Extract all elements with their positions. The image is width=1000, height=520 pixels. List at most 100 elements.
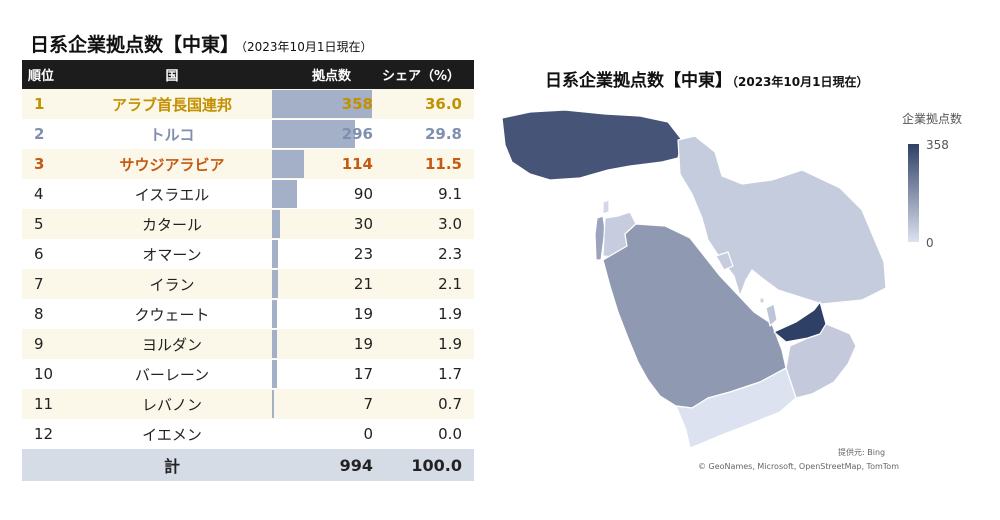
data-bar	[272, 390, 274, 418]
rank-cell: 8	[22, 299, 72, 329]
map-title-text: 日系企業拠点数【中東】	[545, 71, 732, 91]
header-count: 拠点数	[272, 60, 377, 89]
data-bar	[272, 330, 278, 358]
rank-cell: 7	[22, 269, 72, 299]
share-cell: 2.1	[377, 269, 474, 299]
table-row: 3 サウジアラビア 114 11.5	[22, 149, 474, 179]
count-value: 30	[353, 215, 373, 233]
count-value: 296	[341, 125, 373, 143]
table-header-row: 順位 国 拠点数 シェア（%）	[22, 60, 474, 89]
data-bar	[272, 210, 281, 238]
share-cell: 0.7	[377, 389, 474, 419]
header-country: 国	[72, 60, 272, 89]
rank-cell: 4	[22, 179, 72, 209]
country-cell: アラブ首長国連邦	[72, 89, 272, 119]
share-cell: 11.5	[377, 149, 474, 179]
data-bar	[272, 120, 355, 148]
region-israel[interactable]	[594, 215, 606, 261]
total-share: 100.0	[377, 449, 474, 481]
map-title: 日系企業拠点数【中東】（2023年10月1日現在）	[545, 66, 868, 91]
count-cell: 17	[272, 359, 377, 389]
map-credit-provider: 提供元: Bing	[838, 448, 886, 457]
count-cell: 0	[272, 419, 377, 449]
share-cell: 9.1	[377, 179, 474, 209]
table-row: 12 イエメン 0 0.0	[22, 419, 474, 449]
count-cell: 296	[272, 119, 377, 149]
country-cell: レバノン	[72, 389, 272, 419]
legend-color-scale	[908, 144, 919, 242]
table-title: 日系企業拠点数【中東】 （2023年10月1日現在）	[30, 30, 372, 57]
country-cell: トルコ	[72, 119, 272, 149]
count-cell: 7	[272, 389, 377, 419]
table-row: 8 クウェート 19 1.9	[22, 299, 474, 329]
data-bar	[272, 300, 278, 328]
table-row: 11 レバノン 7 0.7	[22, 389, 474, 419]
map-credit-sources: © GeoNames, Microsoft, OpenStreetMap, To…	[698, 462, 899, 471]
country-cell: オマーン	[72, 239, 272, 269]
legend-min-label: 0	[926, 236, 934, 250]
share-cell: 2.3	[377, 239, 474, 269]
share-cell: 3.0	[377, 209, 474, 239]
table-subtitle: （2023年10月1日現在）	[241, 40, 373, 54]
header-share: シェア（%）	[377, 60, 474, 89]
region-oman[interactable]	[785, 323, 857, 399]
count-value: 23	[353, 245, 373, 263]
country-cell: イスラエル	[72, 179, 272, 209]
table-row: 9 ヨルダン 19 1.9	[22, 329, 474, 359]
count-value: 19	[353, 305, 373, 323]
total-count: 994	[272, 449, 377, 481]
map-subtitle: （2023年10月1日現在）	[732, 75, 869, 89]
rank-cell: 9	[22, 329, 72, 359]
region-turkey[interactable]	[501, 109, 683, 181]
rank-cell: 6	[22, 239, 72, 269]
table-row: 10 バーレーン 17 1.7	[22, 359, 474, 389]
count-cell: 90	[272, 179, 377, 209]
count-value: 7	[363, 395, 373, 413]
legend-title: 企業拠点数	[902, 112, 963, 126]
country-cell: イエメン	[72, 419, 272, 449]
legend-max-label: 358	[926, 138, 949, 152]
count-cell: 114	[272, 149, 377, 179]
count-value: 90	[353, 185, 373, 203]
data-bar	[272, 90, 372, 118]
share-cell: 29.8	[377, 119, 474, 149]
region-bahrain[interactable]	[759, 297, 765, 304]
share-cell: 1.9	[377, 299, 474, 329]
count-cell: 23	[272, 239, 377, 269]
ranking-table: 順位 国 拠点数 シェア（%） 1 アラブ首長国連邦 358 36.0 2 トルコ 296 2…	[22, 60, 474, 481]
count-value: 21	[353, 275, 373, 293]
count-cell: 21	[272, 269, 377, 299]
share-cell: 1.9	[377, 329, 474, 359]
table-row: 5 カタール 30 3.0	[22, 209, 474, 239]
rank-cell: 12	[22, 419, 72, 449]
country-cell: イラン	[72, 269, 272, 299]
table-body: 1 アラブ首長国連邦 358 36.0 2 トルコ 296 29.8 3 サウジアラビア 114 11…	[22, 89, 474, 449]
count-value: 17	[353, 365, 373, 383]
count-value: 358	[341, 95, 373, 113]
country-cell: ヨルダン	[72, 329, 272, 359]
header-rank: 順位	[22, 60, 72, 89]
count-cell: 30	[272, 209, 377, 239]
data-bar	[272, 150, 304, 178]
rank-cell: 1	[22, 89, 72, 119]
rank-cell: 5	[22, 209, 72, 239]
rank-cell: 11	[22, 389, 72, 419]
count-cell: 19	[272, 329, 377, 359]
count-cell: 358	[272, 89, 377, 119]
region-qatar[interactable]	[765, 303, 778, 327]
table-row: 1 アラブ首長国連邦 358 36.0	[22, 89, 474, 119]
total-row: 計 994 100.0	[22, 449, 474, 481]
table-row: 4 イスラエル 90 9.1	[22, 179, 474, 209]
data-bar	[272, 240, 279, 268]
region-lebanon[interactable]	[602, 199, 610, 215]
table-row: 6 オマーン 23 2.3	[22, 239, 474, 269]
country-cell: バーレーン	[72, 359, 272, 389]
count-value: 114	[341, 155, 373, 173]
share-cell: 36.0	[377, 89, 474, 119]
choropleth-map	[501, 109, 887, 449]
total-label: 計	[72, 449, 272, 481]
region-kuwait[interactable]	[715, 251, 734, 271]
rank-cell: 10	[22, 359, 72, 389]
region-yemen[interactable]	[675, 367, 797, 449]
data-bar	[272, 180, 298, 208]
